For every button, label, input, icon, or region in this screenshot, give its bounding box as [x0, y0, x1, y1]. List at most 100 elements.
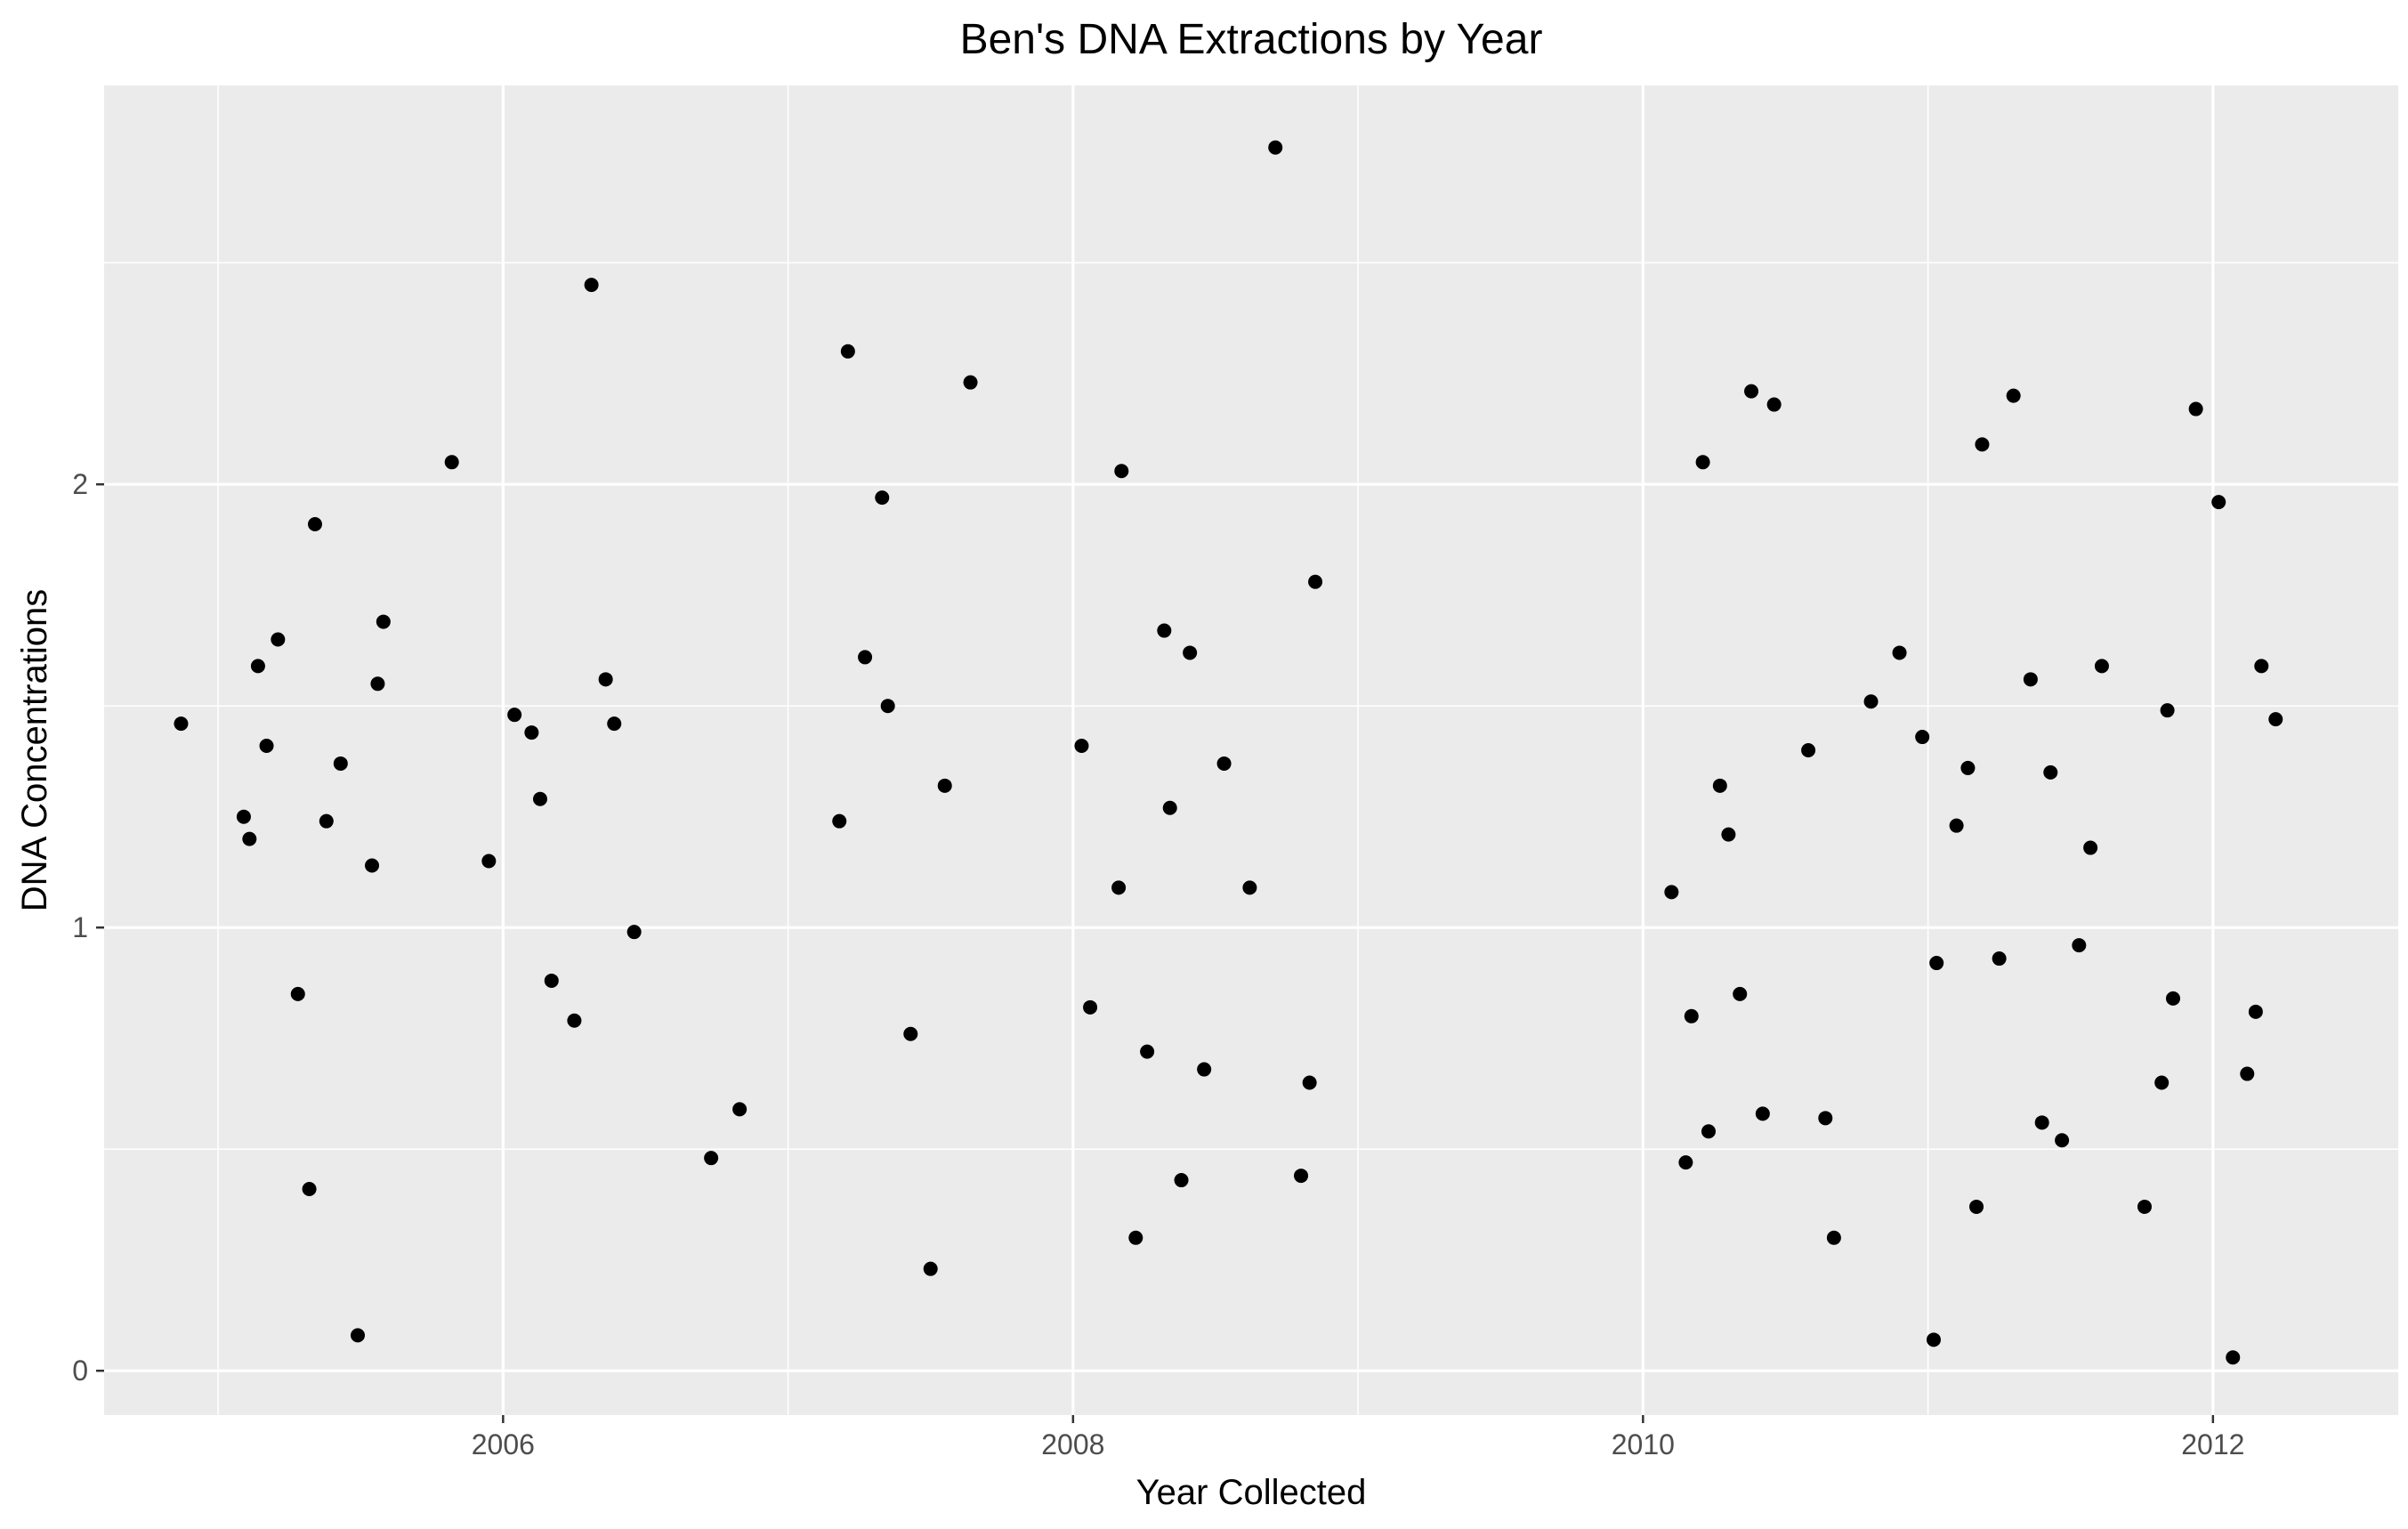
- data-point: [903, 1026, 918, 1041]
- data-point: [2034, 1115, 2049, 1130]
- x-tick-label: 2008: [1041, 1428, 1104, 1460]
- data-point: [1701, 1124, 1716, 1139]
- data-point: [2160, 703, 2175, 718]
- data-point: [626, 925, 642, 940]
- data-point: [302, 1182, 317, 1197]
- data-point: [2166, 991, 2181, 1006]
- data-point: [1308, 574, 1323, 589]
- data-point: [1140, 1044, 1155, 1059]
- data-point: [376, 614, 391, 629]
- data-point: [2188, 401, 2203, 417]
- data-point: [1197, 1062, 1212, 1077]
- data-point: [1755, 1106, 1770, 1121]
- data-point: [1969, 1199, 1984, 1214]
- data-point: [271, 632, 286, 647]
- data-point: [365, 858, 380, 873]
- data-point: [567, 1013, 582, 1028]
- data-point: [2154, 1075, 2170, 1090]
- data-point: [242, 831, 257, 846]
- data-point: [1721, 827, 1736, 842]
- data-point: [1664, 885, 1679, 900]
- data-point: [1242, 880, 1257, 895]
- data-point: [1268, 140, 1283, 155]
- data-point: [1157, 623, 1172, 638]
- x-axis-ticks: 2006 2008 2010 2012: [472, 1415, 2244, 1460]
- data-point: [1074, 739, 1089, 754]
- data-point: [481, 853, 497, 869]
- data-point: [923, 1261, 938, 1276]
- y-tick-label: 2: [72, 468, 88, 500]
- data-points: [174, 140, 2283, 1365]
- x-axis-title: Year Collected: [1136, 1473, 1367, 1512]
- data-point: [333, 756, 348, 771]
- data-point: [840, 344, 855, 359]
- data-point: [1801, 743, 1816, 757]
- data-point: [1712, 778, 1727, 793]
- data-point: [963, 375, 978, 390]
- data-point: [1960, 760, 1976, 775]
- plot-panel: [104, 85, 2398, 1415]
- data-point: [290, 986, 305, 1001]
- data-point: [1975, 437, 1990, 452]
- data-point: [1992, 951, 2007, 967]
- data-point: [532, 791, 547, 806]
- data-point: [174, 716, 189, 732]
- data-point: [1294, 1169, 1309, 1184]
- y-tick-label: 0: [72, 1355, 88, 1387]
- data-point: [1083, 999, 1098, 1015]
- data-point: [1302, 1075, 1317, 1090]
- data-point: [875, 490, 890, 506]
- x-tick-label: 2010: [1612, 1428, 1675, 1460]
- y-axis-title: DNA Concentrations: [15, 589, 54, 911]
- data-point: [1744, 384, 1759, 399]
- data-point: [250, 659, 265, 674]
- data-point: [307, 517, 322, 532]
- data-point: [1695, 455, 1710, 470]
- data-point: [544, 973, 559, 988]
- data-point: [1826, 1230, 1841, 1245]
- data-point: [598, 672, 613, 687]
- data-point: [1766, 397, 1782, 412]
- data-point: [1183, 645, 1198, 660]
- data-point: [1733, 986, 1748, 1001]
- data-point: [858, 650, 873, 665]
- data-point: [2248, 1004, 2263, 1019]
- data-point: [1216, 756, 1232, 771]
- minor-gridlines: [104, 85, 2398, 1415]
- data-point: [2072, 938, 2087, 953]
- data-point: [524, 725, 539, 740]
- data-point: [937, 778, 952, 793]
- data-point: [1678, 1155, 1693, 1170]
- data-point: [1684, 1008, 1699, 1023]
- major-gridlines: [104, 85, 2398, 1415]
- data-point: [236, 809, 251, 824]
- data-point: [1892, 645, 1907, 660]
- data-point: [2043, 764, 2058, 780]
- data-point: [351, 1328, 366, 1343]
- data-point: [2268, 712, 2283, 727]
- data-point: [2254, 659, 2269, 674]
- data-point: [2094, 659, 2109, 674]
- data-point: [2137, 1199, 2152, 1214]
- data-point: [1162, 800, 1177, 815]
- x-tick-label: 2006: [472, 1428, 535, 1460]
- data-point: [1926, 1332, 1941, 1347]
- data-point: [1111, 880, 1127, 895]
- data-point: [1174, 1173, 1189, 1188]
- data-point: [832, 813, 847, 829]
- data-point: [2055, 1133, 2070, 1148]
- data-point: [259, 739, 274, 754]
- data-point: [2023, 672, 2038, 687]
- data-point: [2083, 840, 2098, 855]
- data-point: [607, 716, 622, 732]
- data-point: [2226, 1350, 2241, 1365]
- data-point: [704, 1151, 719, 1166]
- data-point: [584, 278, 599, 293]
- data-point: [319, 813, 334, 829]
- data-point: [1949, 818, 1964, 833]
- data-point: [370, 676, 385, 692]
- data-point: [507, 708, 522, 723]
- y-axis-ticks: 0 1 2: [72, 468, 104, 1387]
- x-tick-label: 2012: [2181, 1428, 2244, 1460]
